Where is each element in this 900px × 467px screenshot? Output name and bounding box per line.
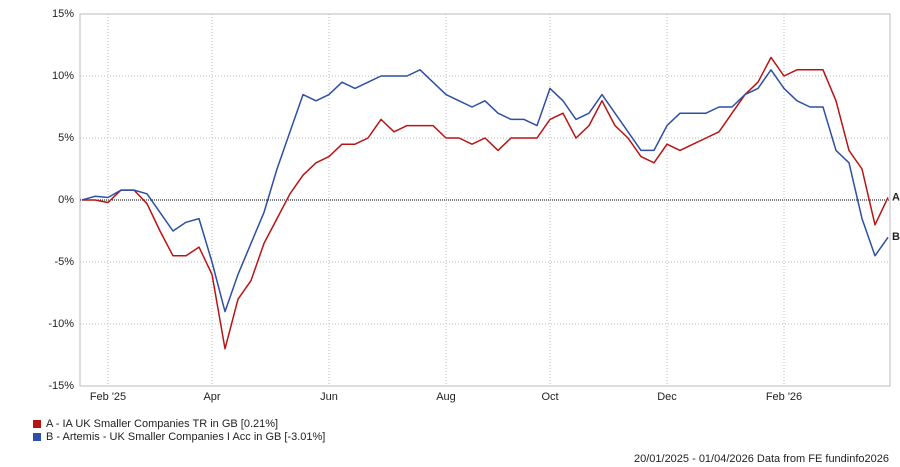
x-tick-label: Apr	[203, 391, 220, 403]
series-end-label: B	[892, 231, 900, 243]
series-line	[81, 69, 889, 313]
y-tick-label: 10%	[52, 70, 74, 82]
x-tick-label: Aug	[436, 391, 456, 403]
footer: 20/01/2025 - 01/04/2026 Data from FE fun…	[634, 453, 889, 465]
x-tick-label: Dec	[657, 391, 677, 403]
legend-label: B - Artemis - UK Smaller Companies I Acc…	[46, 431, 325, 443]
x-tick-label: Feb '26	[766, 391, 802, 403]
x-tick-label: Feb '25	[90, 391, 126, 403]
series-end-label: A	[892, 191, 900, 203]
y-tick-label: 0%	[58, 194, 74, 206]
x-tick-label: Jun	[320, 391, 338, 403]
y-tick-label: -15%	[48, 380, 74, 392]
legend-swatch	[33, 420, 41, 428]
legend-swatch	[33, 433, 41, 441]
y-tick-label: -10%	[48, 318, 74, 330]
x-tick-label: Oct	[541, 391, 558, 403]
series-line	[82, 56, 889, 350]
y-tick-label: 5%	[58, 132, 74, 144]
y-tick-label: 15%	[52, 8, 74, 20]
y-tick-label: -5%	[54, 256, 74, 268]
legend-label: A - IA UK Smaller Companies TR in GB [0.…	[46, 418, 278, 430]
